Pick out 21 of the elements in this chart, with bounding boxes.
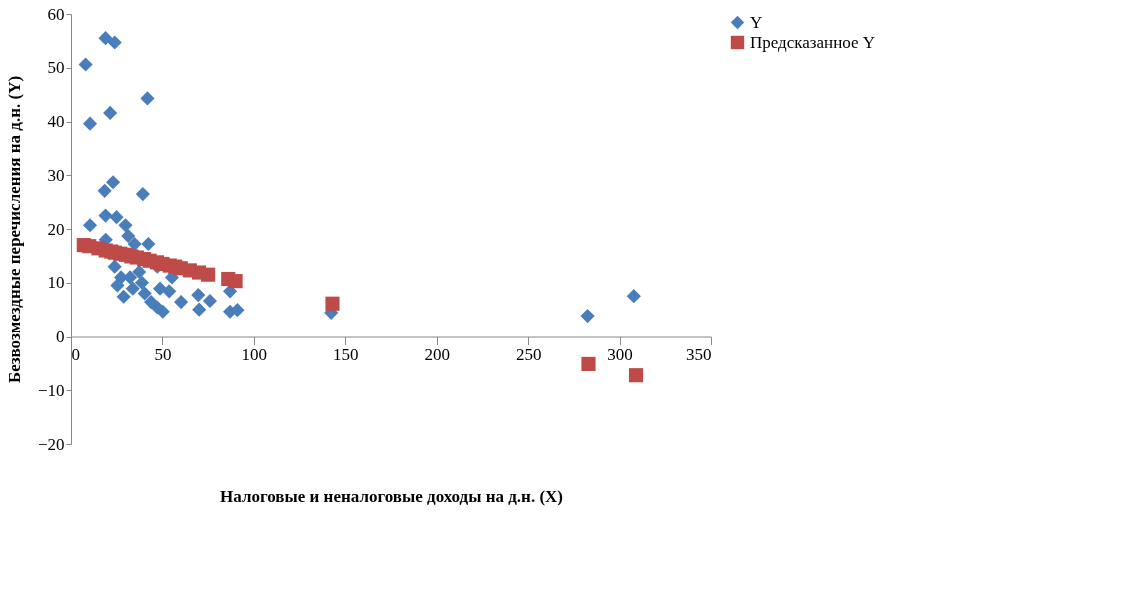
y-tick-label: 10 (47, 273, 65, 293)
x-axis-title: Налоговые и неналоговые доходы на д.н. (X) (220, 486, 563, 506)
y-axis-title: Безвозмездные перечисления на д.н. (Y) (4, 75, 24, 384)
y-tick-label: −20 (37, 434, 65, 454)
x-tick-label: 100 (241, 345, 268, 364)
x-tick-label: 200 (424, 345, 450, 364)
x-tick-label: 0 (71, 345, 80, 364)
y-tick-label: 20 (47, 219, 65, 239)
x-tick-label: 250 (515, 345, 542, 364)
y-tick-label: −10 (37, 380, 65, 400)
x-tick-label: 50 (154, 345, 172, 364)
y-tick-label: 0 (56, 327, 65, 346)
x-tick-label: 150 (333, 345, 359, 364)
x-tick-label: 300 (607, 345, 633, 364)
y-tick-label: 60 (47, 4, 65, 24)
y-tick-label: 50 (47, 58, 65, 78)
x-tick-label: 350 (686, 345, 712, 364)
legend-label: Предсказанное Y (750, 32, 876, 52)
y-tick-label: 40 (47, 112, 65, 131)
y-tick-label: 30 (47, 165, 65, 185)
legend-label: Y (750, 12, 763, 32)
